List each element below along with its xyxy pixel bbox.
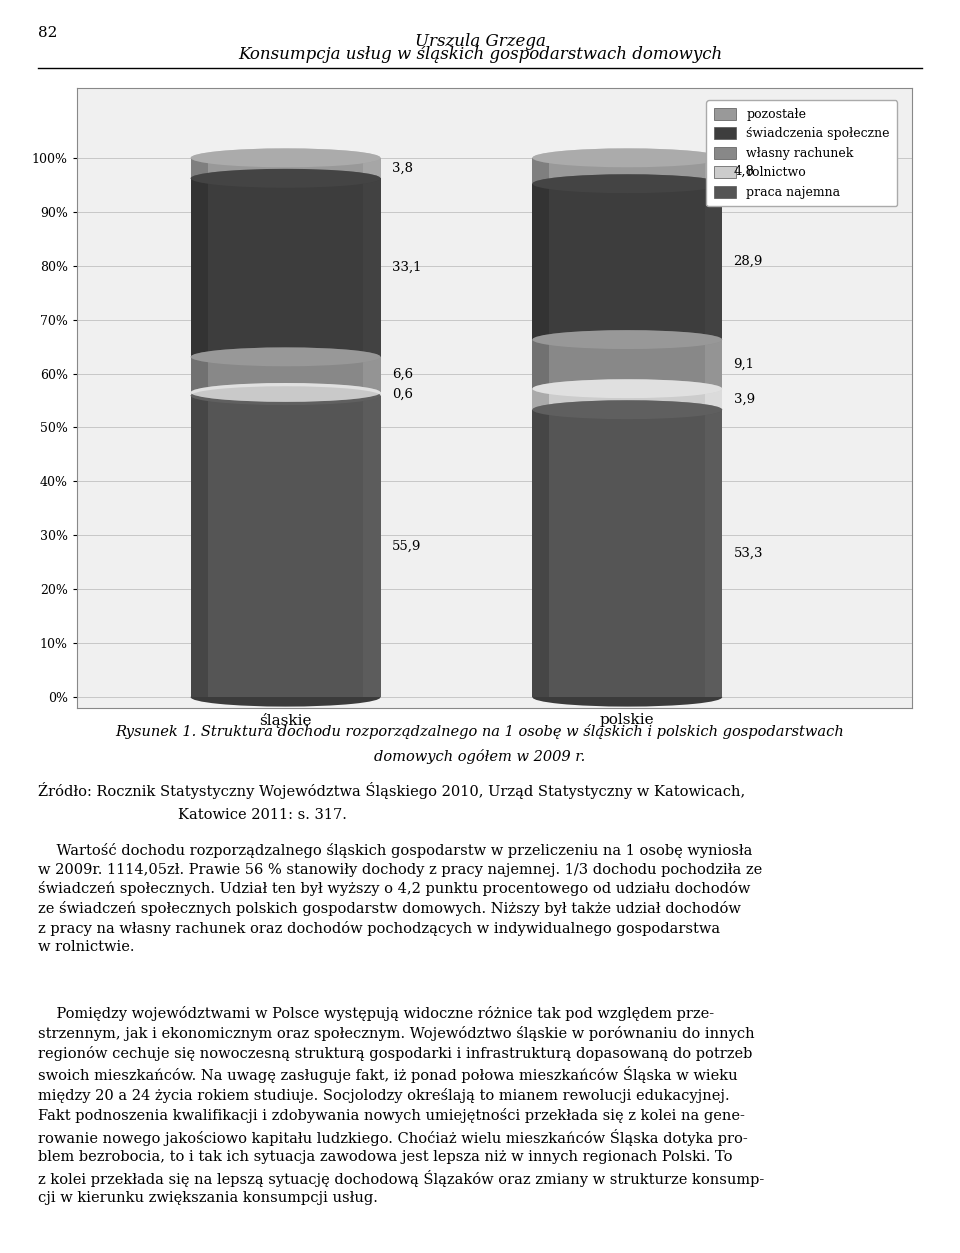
Ellipse shape — [191, 688, 380, 707]
Text: domowych ogółem w 2009 r.: domowych ogółem w 2009 r. — [374, 749, 586, 764]
Ellipse shape — [191, 386, 380, 405]
Bar — [364, 158, 380, 178]
Bar — [533, 158, 549, 184]
Ellipse shape — [191, 169, 380, 188]
Bar — [364, 396, 380, 697]
Ellipse shape — [533, 400, 722, 420]
Text: 33,1: 33,1 — [392, 261, 421, 274]
Ellipse shape — [533, 400, 722, 420]
Ellipse shape — [191, 169, 380, 188]
Ellipse shape — [191, 347, 380, 366]
Bar — [533, 410, 549, 697]
Bar — [191, 357, 380, 392]
Bar — [533, 184, 549, 340]
Ellipse shape — [191, 383, 380, 402]
Ellipse shape — [191, 383, 380, 402]
Bar — [191, 357, 207, 392]
Bar — [191, 392, 380, 396]
Text: 3,9: 3,9 — [733, 392, 755, 406]
Bar — [191, 396, 380, 697]
Bar — [533, 388, 549, 410]
Text: 3,8: 3,8 — [392, 162, 413, 174]
Text: 0,6: 0,6 — [392, 387, 413, 401]
Bar — [364, 357, 380, 392]
Bar — [533, 410, 722, 697]
Text: Rysunek 1. Struktura dochodu rozporządzalnego na 1 osobę w śląskich i polskich g: Rysunek 1. Struktura dochodu rozporządza… — [115, 724, 845, 739]
Text: 55,9: 55,9 — [392, 540, 421, 553]
Text: 4,8: 4,8 — [733, 164, 755, 177]
Ellipse shape — [533, 330, 722, 350]
Ellipse shape — [533, 174, 722, 193]
Ellipse shape — [191, 148, 380, 167]
Text: Pomiędzy województwami w Polsce występują widoczne różnice tak pod względem prze: Pomiędzy województwami w Polsce występuj… — [38, 1006, 765, 1205]
Ellipse shape — [533, 688, 722, 707]
Text: Konsumpcja usług w śląskich gospodarstwach domowych: Konsumpcja usług w śląskich gospodarstwa… — [238, 46, 722, 64]
Bar — [191, 158, 380, 178]
Bar — [705, 158, 722, 184]
Bar — [191, 396, 207, 697]
Ellipse shape — [533, 174, 722, 193]
Ellipse shape — [533, 380, 722, 398]
Bar — [533, 388, 722, 410]
Bar — [533, 184, 722, 340]
Ellipse shape — [191, 386, 380, 405]
Bar — [533, 340, 722, 388]
Bar — [364, 178, 380, 357]
Bar — [705, 184, 722, 340]
Text: Źródło: Rocznik Statystyczny Województwa Śląskiego 2010, Urząd Statystyczny w Ka: Źródło: Rocznik Statystyczny Województwa… — [38, 782, 746, 799]
Ellipse shape — [533, 380, 722, 398]
Ellipse shape — [191, 347, 380, 366]
Bar — [191, 392, 207, 396]
Bar — [191, 158, 207, 178]
Ellipse shape — [191, 148, 380, 167]
Text: 82: 82 — [38, 26, 58, 40]
Bar — [191, 178, 380, 357]
Text: 53,3: 53,3 — [733, 546, 763, 560]
Bar — [533, 340, 549, 388]
Ellipse shape — [533, 148, 722, 167]
Bar — [705, 388, 722, 410]
Ellipse shape — [533, 330, 722, 350]
Text: 6,6: 6,6 — [392, 368, 413, 381]
Ellipse shape — [533, 148, 722, 167]
Text: 28,9: 28,9 — [733, 256, 763, 268]
Text: Urszula Grzega: Urszula Grzega — [415, 33, 545, 50]
Bar — [533, 158, 722, 184]
Text: 9,1: 9,1 — [733, 357, 755, 371]
Legend: pozostałe, świadczenia społeczne, własny rachunek, rolnictwo, praca najemna: pozostałe, świadczenia społeczne, własny… — [707, 100, 898, 207]
Bar — [364, 392, 380, 396]
Bar — [191, 178, 207, 357]
Text: Katowice 2011: s. 317.: Katowice 2011: s. 317. — [178, 808, 347, 822]
Bar — [705, 410, 722, 697]
Bar — [705, 340, 722, 388]
Text: Wartość dochodu rozporządzalnego śląskich gospodarstw w przeliczeniu na 1 osobę : Wartość dochodu rozporządzalnego śląskic… — [38, 843, 762, 955]
